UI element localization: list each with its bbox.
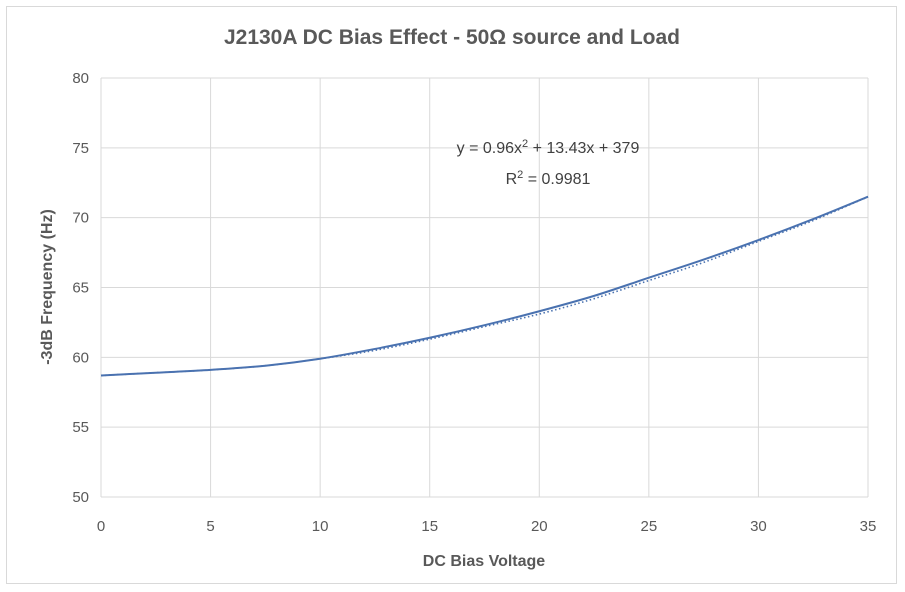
equation-suffix: + 13.43x + 379 [528, 140, 639, 157]
x-axis-title: DC Bias Voltage [423, 553, 546, 570]
y-tick-label: 80 [72, 70, 89, 87]
chart-frame [6, 6, 897, 584]
trendline-series [100, 195, 869, 377]
data-series-line [100, 195, 869, 377]
x-tick-label: 10 [312, 518, 329, 535]
r-squared: R2 = 0.9981 [506, 169, 591, 188]
chart-title: J2130A DC Bias Effect - 50Ω source and L… [224, 26, 680, 49]
x-tick-label: 30 [750, 518, 767, 535]
y-tick-label: 55 [72, 419, 89, 436]
equation-superscript: 2 [522, 138, 528, 150]
y-tick-label: 70 [72, 210, 89, 227]
y-tick-label: 65 [72, 280, 89, 297]
x-tick-label: 35 [860, 518, 877, 535]
r-squared-superscript: 2 [517, 169, 523, 181]
x-tick-label: 25 [641, 518, 658, 535]
r-squared-suffix: = 0.9981 [523, 171, 590, 188]
r-squared-prefix: R [506, 171, 518, 188]
x-tick-label: 20 [531, 518, 548, 535]
tick-labels: 50 55 60 65 70 75 80 0 5 10 15 20 25 30 35 [72, 70, 876, 535]
x-tick-label: 0 [97, 518, 105, 535]
y-tick-label: 60 [72, 349, 89, 366]
x-tick-label: 15 [421, 518, 438, 535]
y-axis-title: -3dB Frequency (Hz) [39, 209, 56, 365]
x-tick-label: 5 [206, 518, 214, 535]
trendline-equation: y = 0.96x2 + 13.43x + 379 [457, 138, 640, 157]
series-group [100, 195, 869, 377]
y-tick-label: 50 [72, 489, 89, 506]
equation-prefix: y = 0.96x [457, 140, 522, 157]
grid [100, 77, 869, 498]
y-tick-label: 75 [72, 140, 89, 157]
